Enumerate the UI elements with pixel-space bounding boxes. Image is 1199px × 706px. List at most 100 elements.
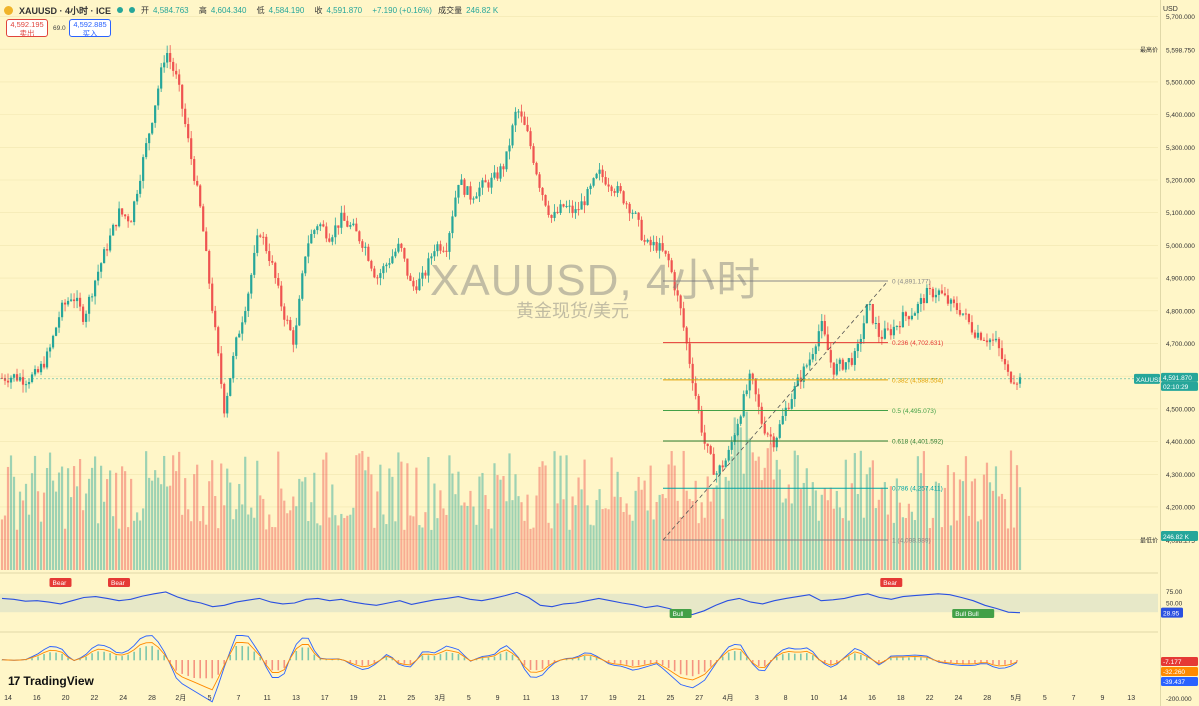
macd-histogram-bar [751, 660, 754, 663]
candle-body [508, 145, 511, 152]
candle-body [823, 321, 826, 335]
volume-bar [925, 486, 929, 570]
volume-bar [208, 481, 211, 570]
candle-body [30, 374, 34, 382]
macd-histogram-bar [277, 660, 280, 671]
volume-bar [487, 509, 490, 570]
candle-body [409, 275, 412, 281]
candle-body [592, 178, 595, 186]
volume-bar [829, 487, 832, 570]
macd-histogram-bar [121, 656, 123, 661]
macd-histogram-bar [968, 660, 970, 664]
volume-bar [475, 524, 478, 570]
volume-bar [436, 518, 439, 570]
macd-histogram-bar [745, 657, 748, 661]
candle-body [1015, 383, 1019, 385]
macd-histogram-bar [373, 660, 376, 664]
candle-body [487, 182, 490, 188]
fib-level-label: 1 (4,098.989) [892, 537, 931, 544]
macd-histogram-bar [457, 654, 460, 661]
macd-histogram-bar [715, 660, 718, 662]
volume-bar [802, 482, 805, 570]
macd-histogram-bar [409, 660, 412, 665]
volume-bar [571, 496, 574, 570]
price-scale[interactable] [1160, 0, 1199, 706]
volume-bar [193, 474, 196, 570]
candle-body [574, 209, 577, 214]
fibonacci-retracement[interactable]: 0 (4,891.177) 0.236 (4,702.631) 0.382 (4,5… [0, 278, 1158, 544]
volume-bar [634, 490, 637, 570]
volume-bar [289, 510, 292, 570]
candle-body [490, 177, 493, 188]
macd-histogram-bar [685, 660, 688, 676]
candle-body [319, 224, 322, 227]
sell-button[interactable]: 4,592.195 卖出 [6, 19, 48, 37]
currency-label[interactable]: USD [1163, 6, 1178, 13]
grid-lines [0, 16, 1158, 540]
candle-body [178, 74, 181, 85]
candle-body [93, 280, 97, 297]
buy-button[interactable]: 4,592.885 买入 [69, 19, 111, 37]
volume-bar [679, 517, 682, 570]
volume-bar [57, 472, 61, 570]
candle-body [676, 290, 679, 296]
time-tick-label: 8 [784, 695, 788, 702]
volume-bar [235, 509, 238, 570]
candle-body [15, 374, 19, 381]
time-tick-label: 28 [983, 695, 991, 702]
candle-body [211, 283, 214, 311]
volume-bar [592, 525, 595, 570]
macd-histogram-bar [733, 651, 736, 661]
candle-body [154, 105, 157, 123]
volume-bar [418, 525, 421, 570]
candle-body [478, 187, 481, 197]
candle-body [370, 260, 373, 269]
symbol-title[interactable]: XAUUSD · 4小时 · ICE [19, 5, 112, 16]
candle-body [772, 436, 775, 448]
candle-body [814, 346, 817, 355]
volume-bar [694, 480, 697, 570]
macd-histogram-bar [169, 660, 171, 663]
time-tick-label: 13 [292, 695, 300, 702]
volume-bar [298, 478, 301, 570]
candle-body [898, 325, 901, 328]
volume-bar [154, 470, 157, 570]
price-tick-label: 5,100.000 [1166, 210, 1195, 217]
volume-bar [60, 466, 64, 570]
macd-histogram-bar [463, 657, 466, 661]
volume-bar [307, 521, 310, 570]
macd-histogram-bar [145, 646, 147, 661]
candle-body [367, 246, 370, 261]
volume-value: 246.82 K [466, 5, 499, 15]
period-high-value-bg [1164, 44, 1198, 55]
candle-body [160, 67, 163, 89]
candle-body [454, 197, 457, 217]
candle-body [145, 143, 148, 158]
candle-body [784, 407, 787, 416]
candle-body [523, 116, 526, 125]
volume-bar [817, 520, 820, 570]
volume-bar [18, 491, 22, 570]
time-axis-labels[interactable]: 14 16 20 22 24 28 2月 5 7 11 13 17 19 21 25 3月 5 9 11 13 17 19… [4, 694, 1135, 702]
candle-body [343, 212, 346, 221]
macd-histogram-bar [205, 660, 208, 679]
macd-histogram-bar [950, 660, 952, 663]
volume-bar [862, 517, 865, 570]
macd-histogram-bar [421, 655, 424, 661]
candle-body [682, 308, 685, 328]
tradingview-logo[interactable]: 17 TradingView [8, 674, 94, 688]
macd-histogram-bar [541, 660, 544, 669]
fib-level-label: 0.236 (4,702.631) [892, 340, 943, 347]
volume-bar [808, 505, 811, 570]
volume-bar [931, 517, 935, 570]
candle-body [715, 473, 718, 475]
candle-body [817, 331, 820, 347]
volume-bar [166, 486, 169, 570]
volume-bar [244, 456, 247, 570]
volume-bar [184, 478, 187, 570]
volume-bar [178, 451, 181, 570]
candle-body [166, 53, 169, 63]
macd-histogram-bar [331, 659, 334, 661]
candle-body [979, 332, 983, 340]
